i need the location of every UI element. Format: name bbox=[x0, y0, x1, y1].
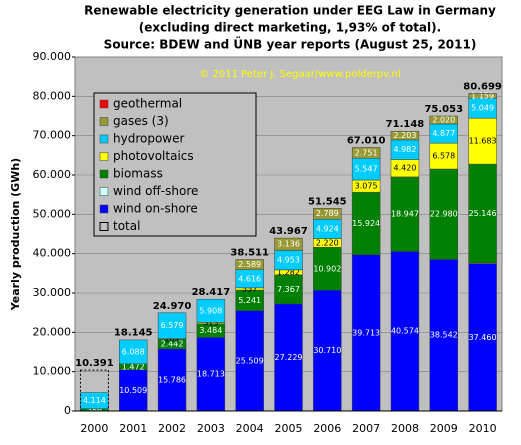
value-label: 6.579 bbox=[161, 321, 184, 330]
legend-label: wind on-shore bbox=[113, 202, 198, 216]
x-tick-label: 2004 bbox=[236, 422, 264, 435]
legend-swatch bbox=[100, 153, 108, 161]
value-label: 2.203 bbox=[394, 131, 417, 140]
y-tick-label: 80.000 bbox=[33, 89, 72, 102]
legend-swatch bbox=[100, 188, 108, 196]
y-tick-label: 40.000 bbox=[33, 247, 72, 260]
y-tick-label: 20.000 bbox=[33, 325, 72, 338]
x-tick-label: 2001 bbox=[119, 422, 147, 435]
total-label: 28.417 bbox=[192, 287, 231, 298]
total-label: 10.391 bbox=[75, 358, 114, 369]
value-label: 5.049 bbox=[471, 104, 494, 113]
total-label: 80.699 bbox=[463, 82, 502, 93]
legend-swatch bbox=[100, 205, 108, 213]
total-label: 75.053 bbox=[424, 104, 463, 115]
legend-label: gases (3) bbox=[113, 114, 169, 128]
x-tick-label: 2002 bbox=[158, 422, 186, 435]
value-label: 7.367 bbox=[277, 285, 300, 294]
value-label: 25.146 bbox=[469, 209, 497, 218]
value-label: 22.980 bbox=[430, 210, 458, 219]
value-label: 6.578 bbox=[432, 152, 455, 161]
value-label: 11.683 bbox=[469, 137, 497, 146]
total-label: 24.970 bbox=[153, 301, 192, 312]
x-tick-label: 2008 bbox=[391, 422, 419, 435]
value-label: 39.713 bbox=[352, 328, 380, 337]
y-tick-label: 60.000 bbox=[33, 168, 72, 181]
legend-label: photovoltaics bbox=[113, 149, 194, 163]
legend-label: biomass bbox=[113, 167, 163, 181]
y-tick-label: 50.000 bbox=[33, 207, 72, 220]
legend-label: wind off-shore bbox=[113, 184, 198, 198]
x-tick-label: 2010 bbox=[469, 422, 497, 435]
value-label: 4.953 bbox=[277, 256, 300, 265]
legend-label: geothermal bbox=[113, 97, 182, 111]
total-label: 38.511 bbox=[230, 248, 269, 259]
value-label: 10.509 bbox=[119, 386, 147, 395]
y-axis-label: Yearly production (GWh) bbox=[9, 158, 22, 311]
value-label: 18.713 bbox=[197, 370, 225, 379]
x-tick-label: 2005 bbox=[275, 422, 303, 435]
value-label: 27.229 bbox=[275, 353, 303, 362]
value-label: 4.114 bbox=[83, 396, 106, 405]
value-label: 4.982 bbox=[394, 145, 417, 154]
value-label: 5.547 bbox=[355, 165, 378, 174]
value-label: 30.710 bbox=[313, 346, 341, 355]
total-label: 71.148 bbox=[386, 119, 425, 130]
value-label: 18.947 bbox=[391, 210, 419, 219]
legend-swatch bbox=[100, 135, 108, 143]
value-label: 2.789 bbox=[316, 209, 339, 218]
legend-label: total bbox=[113, 219, 140, 233]
y-tick-label: 0 bbox=[64, 404, 71, 417]
value-label: 15.924 bbox=[352, 219, 380, 228]
value-label: 3.075 bbox=[355, 182, 378, 191]
value-label: 10.902 bbox=[313, 264, 341, 273]
legend-swatch bbox=[100, 170, 108, 178]
value-label: 15.786 bbox=[158, 375, 186, 384]
x-tick-label: 2003 bbox=[197, 422, 225, 435]
value-label: 25.509 bbox=[236, 356, 264, 365]
value-label: 38.542 bbox=[430, 331, 458, 340]
total-label: 18.145 bbox=[114, 328, 153, 339]
value-label: 2.020 bbox=[432, 115, 455, 124]
x-tick-label: 2006 bbox=[313, 422, 341, 435]
x-tick-label: 2000 bbox=[80, 422, 108, 435]
value-label: 4.420 bbox=[394, 164, 417, 173]
y-tick-label: 10.000 bbox=[33, 365, 72, 378]
chart-title: Renewable electricity generation under E… bbox=[84, 4, 496, 18]
legend-swatch bbox=[100, 100, 108, 108]
chart-subtitle: (excluding direct marketing, 1,93% of to… bbox=[139, 21, 441, 35]
total-label: 67.010 bbox=[347, 135, 386, 146]
value-label: 4.924 bbox=[316, 224, 339, 233]
value-label: 40.574 bbox=[391, 327, 419, 336]
y-tick-label: 70.000 bbox=[33, 129, 72, 142]
legend-swatch bbox=[100, 118, 108, 126]
value-label: 5.241 bbox=[238, 296, 261, 305]
value-label: 2.589 bbox=[238, 260, 261, 269]
value-label: 1.159 bbox=[471, 91, 494, 100]
total-label: 51.545 bbox=[308, 196, 347, 207]
annotation: © 2011 Peter J. Segaar/www.polderpv.nl bbox=[199, 69, 400, 80]
value-label: 2.751 bbox=[355, 148, 378, 157]
y-tick-label: 30.000 bbox=[33, 286, 72, 299]
value-label: 2.220 bbox=[316, 238, 339, 247]
value-label: 6.088 bbox=[122, 347, 145, 356]
value-label: 4.616 bbox=[238, 274, 261, 283]
value-label: 5.908 bbox=[199, 306, 222, 315]
y-tick-label: 90.000 bbox=[33, 50, 72, 63]
chart-source: Source: BDEW and ÜNB year reports (Augus… bbox=[104, 37, 477, 52]
legend-label: hydropower bbox=[113, 132, 184, 146]
value-label: 4.877 bbox=[432, 129, 455, 138]
value-label: 3.136 bbox=[277, 240, 300, 249]
x-tick-label: 2007 bbox=[352, 422, 380, 435]
x-tick-label: 2009 bbox=[430, 422, 458, 435]
total-label: 43.967 bbox=[269, 226, 308, 237]
value-label: 37.460 bbox=[469, 333, 497, 342]
